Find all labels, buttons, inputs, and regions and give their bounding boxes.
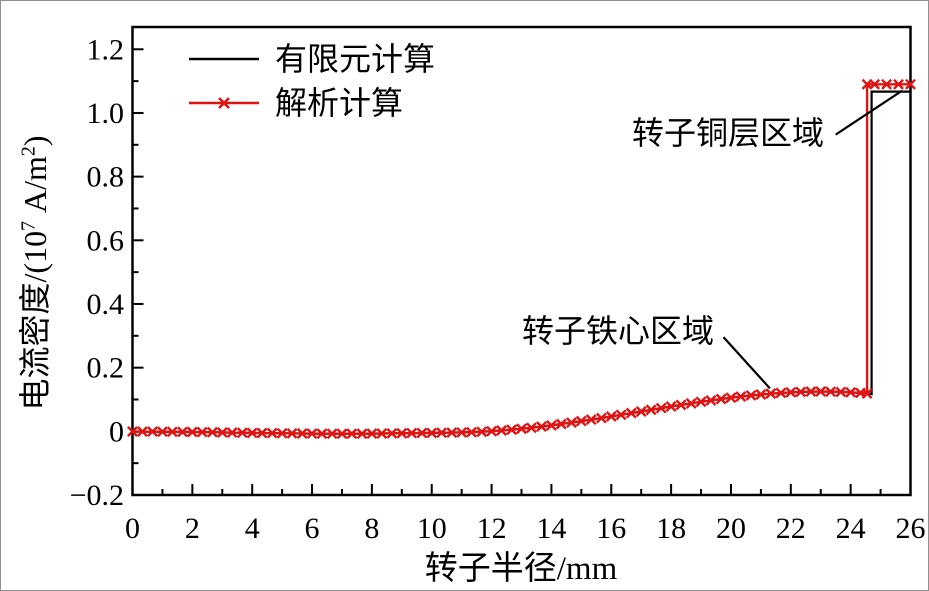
x-tick-label: 16 (596, 512, 626, 545)
y-axis-title-exponent: 2 (17, 146, 40, 157)
y-tick-label: 1.2 (87, 33, 125, 66)
y-tick-label: 0 (109, 415, 124, 448)
x-axis-ticks: 0 2 4 6 8 10 12 14 16 18 20 22 24 26 (125, 484, 926, 545)
y-tick-label: 1.0 (87, 97, 125, 130)
legend-entry-analytic: 解析计算 (187, 81, 435, 125)
y-tick-label: 0.8 (87, 161, 125, 194)
legend-entry-fem: 有限元计算 (187, 37, 435, 81)
series-analytic (127, 78, 916, 440)
x-tick-label: 4 (245, 512, 260, 545)
x-tick-label: 14 (536, 512, 566, 545)
analytic-x-markers (127, 78, 916, 440)
x-tick-label: 24 (836, 512, 866, 545)
annotation-copper-region: 转子铜层区域 (631, 115, 824, 151)
y-axis-ticks: −0.2 0 0.2 0.4 0.6 0.8 1.0 1.2 (70, 33, 144, 512)
y-tick-label: 0.6 (87, 224, 125, 257)
x-tick-label: 10 (417, 512, 447, 545)
x-tick-label: 6 (305, 512, 320, 545)
x-tick-label: 26 (896, 512, 926, 545)
y-tick-label: 0.4 (87, 288, 125, 321)
y-axis-title: 电流密度/(107 A/m2) (17, 135, 53, 411)
x-tick-label: 8 (364, 512, 379, 545)
y-axis-title-exponent: 7 (17, 220, 40, 231)
x-tick-label: 2 (185, 512, 200, 545)
x-tick-label: 20 (716, 512, 746, 545)
legend-label-fem: 有限元计算 (275, 41, 436, 77)
y-axis-title-part: ) (17, 135, 53, 147)
leader-line (835, 89, 903, 136)
x-tick-label: 18 (656, 512, 686, 545)
x-tick-label: 22 (776, 512, 806, 545)
legend: 有限元计算 解析计算 (187, 37, 435, 125)
analytic-line-sample-icon (189, 97, 259, 109)
leader-line (722, 336, 771, 390)
y-tick-label: −0.2 (70, 479, 124, 512)
annotation-leader-lines (722, 89, 903, 390)
fem-line-sample-icon (189, 57, 259, 61)
x-tick-label: 0 (125, 512, 140, 545)
legend-label-analytic: 解析计算 (275, 85, 404, 121)
y-tick-label: 0.2 (87, 352, 125, 385)
annotation-iron-core-region: 转子铁心区域 (521, 313, 714, 349)
y-axis-title-part: 电流密度/(10 (17, 230, 53, 411)
x-tick-label: 12 (477, 512, 507, 545)
x-axis-title: 转子半径/mm (424, 551, 618, 587)
y-axis-title-part: A/m (17, 156, 53, 221)
